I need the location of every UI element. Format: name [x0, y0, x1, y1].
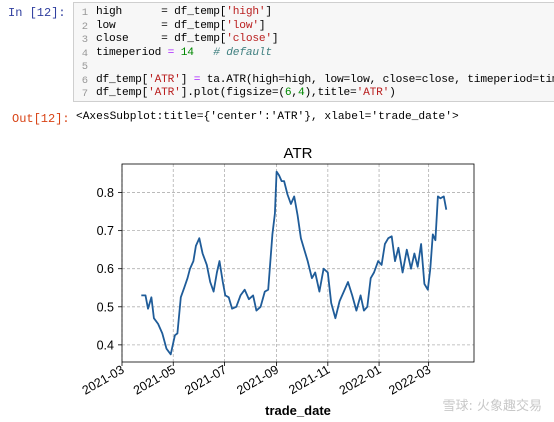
input-prompt: In [12]: [8, 6, 66, 20]
code-line[interactable]: low = df_temp['low'] [96, 19, 266, 32]
x-tick-label: 2021-09 [234, 362, 281, 397]
y-tick-label: 0.4 [97, 338, 114, 352]
x-tick-label: 2021-11 [286, 362, 332, 397]
line-number-gutter: 1 2 3 4 5 6 7 [74, 3, 96, 101]
code-line[interactable]: high = df_temp['high'] [96, 6, 272, 18]
x-tick-label: 2021-07 [182, 362, 229, 397]
plot-frame [121, 163, 475, 363]
atr-series-line [141, 170, 448, 356]
code-cell[interactable]: 1 2 3 4 5 6 7 high = df_temp['high'] low… [73, 2, 554, 102]
line-number: 6 [81, 74, 88, 87]
line-number: 7 [81, 88, 88, 100]
x-tick-label: 2022-03 [386, 362, 433, 397]
watermark: 雪球: 火象趣交易 [442, 399, 542, 414]
x-tick-label: 2022-01 [337, 362, 384, 397]
line-number: 4 [81, 47, 88, 60]
y-tick-label: 0.7 [97, 224, 114, 238]
y-tick-label: 0.5 [97, 300, 114, 314]
y-tick-label: 0.6 [97, 262, 114, 276]
output-prompt: Out[12]: [12, 112, 70, 126]
x-tick-label: 2021-03 [80, 362, 127, 397]
y-tick-label: 0.8 [97, 186, 114, 200]
code-line[interactable]: df_temp['ATR'] = ta.ATR(high=high, low=l… [96, 73, 554, 86]
chart-title: ATR [284, 145, 313, 162]
code-line[interactable]: close = df_temp['close'] [96, 33, 279, 45]
code-line[interactable]: df_temp['ATR'].plot(figsize=(6,4),title=… [96, 87, 396, 99]
x-axis-label: trade_date [265, 403, 331, 418]
output-text: <AxesSubplot:title={'center':'ATR'}, xla… [76, 111, 459, 123]
line-number: 2 [81, 20, 88, 33]
plot-area [122, 164, 474, 362]
line-number: 5 [81, 61, 88, 73]
line-number: 3 [81, 34, 88, 46]
code-line[interactable]: timeperiod = 14 # default [96, 46, 272, 59]
x-tick-label: 2021-05 [131, 362, 178, 397]
line-number: 1 [81, 7, 88, 19]
